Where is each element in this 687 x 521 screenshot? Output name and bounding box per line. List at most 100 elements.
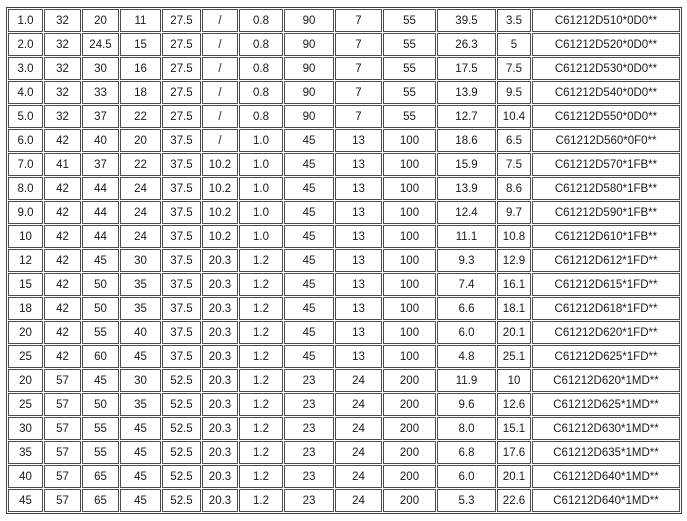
table-cell: 30 bbox=[8, 417, 43, 440]
table-cell: 23 bbox=[284, 369, 334, 392]
table-cell: 52.5 bbox=[162, 393, 201, 416]
table-cell: 32 bbox=[44, 81, 81, 104]
table-row: 45 57 65 45 52.5 20.3 1.2 23 24 200 5.3 22.6 C61212D… bbox=[8, 489, 680, 512]
table-row: 4.0 32 33 18 27.5/0.8 90 7 55 13.9 9.5 C61212D540*… bbox=[8, 81, 680, 104]
table-cell: 45 bbox=[8, 489, 43, 512]
part-number-cell: C61212D635*1MD** bbox=[532, 441, 680, 464]
table-cell: 6.0 bbox=[8, 129, 43, 152]
table-cell: / bbox=[202, 57, 238, 80]
table-cell: 52.5 bbox=[162, 441, 201, 464]
part-number-cell: C61212D625*1MD** bbox=[532, 393, 680, 416]
table-cell: 52.5 bbox=[162, 417, 201, 440]
table-cell: 20.3 bbox=[202, 441, 238, 464]
table-cell: 39.5 bbox=[437, 9, 496, 32]
table-cell: 15.1 bbox=[497, 417, 531, 440]
table-cell: 27.5 bbox=[162, 57, 201, 80]
table-cell: 1.0 bbox=[239, 153, 283, 176]
table-cell: 40 bbox=[8, 465, 43, 488]
table-cell: 1.0 bbox=[239, 177, 283, 200]
table-cell: 200 bbox=[383, 393, 436, 416]
table-cell: 18.1 bbox=[497, 297, 531, 320]
table-cell: 7.5 bbox=[497, 153, 531, 176]
table-cell: 1.0 bbox=[8, 9, 43, 32]
part-number-cell: C61212D620*1FD** bbox=[532, 321, 680, 344]
table-cell: 6.6 bbox=[437, 297, 496, 320]
part-number-cell: C61212D560*0F0** bbox=[532, 129, 680, 152]
table-cell: 8.0 bbox=[437, 417, 496, 440]
table-cell: 41 bbox=[44, 153, 81, 176]
table-cell: 45 bbox=[120, 489, 161, 512]
table-cell: 57 bbox=[44, 465, 81, 488]
table-cell: 26.3 bbox=[437, 33, 496, 56]
table-cell: 13.9 bbox=[437, 177, 496, 200]
table-cell: 100 bbox=[383, 225, 436, 248]
table-cell: 10.2 bbox=[202, 177, 238, 200]
table-cell: 10.4 bbox=[497, 105, 531, 128]
table-cell: 42 bbox=[44, 297, 81, 320]
table-row: 40 57 65 45 52.5 20.3 1.2 23 24 200 6.0 20.1 C61212D… bbox=[8, 465, 680, 488]
table-cell: 200 bbox=[383, 369, 436, 392]
table-cell: 13 bbox=[335, 249, 382, 272]
table-cell: 0.8 bbox=[239, 57, 283, 80]
table-cell: 4.8 bbox=[437, 345, 496, 368]
table-cell: 8.0 bbox=[8, 177, 43, 200]
table-cell: 13 bbox=[335, 153, 382, 176]
table-cell: 50 bbox=[82, 273, 119, 296]
table-cell: 6.0 bbox=[437, 321, 496, 344]
table-cell: 0.8 bbox=[239, 9, 283, 32]
table-cell: 52.5 bbox=[162, 369, 201, 392]
table-cell: 37.5 bbox=[162, 249, 201, 272]
table-cell: 100 bbox=[383, 321, 436, 344]
table-cell: 60 bbox=[82, 345, 119, 368]
table-cell: 0.8 bbox=[239, 33, 283, 56]
table-cell: 35 bbox=[8, 441, 43, 464]
table-cell: 35 bbox=[120, 273, 161, 296]
table-cell: 1.0 bbox=[239, 129, 283, 152]
table-cell: 90 bbox=[284, 57, 334, 80]
table-cell: 45 bbox=[120, 417, 161, 440]
table-cell: 100 bbox=[383, 177, 436, 200]
table-cell: 37.5 bbox=[162, 129, 201, 152]
table-cell: 40 bbox=[120, 321, 161, 344]
table-cell: / bbox=[202, 33, 238, 56]
table-cell: 32 bbox=[44, 9, 81, 32]
table-cell: 11.9 bbox=[437, 369, 496, 392]
table-cell: 20 bbox=[120, 129, 161, 152]
table-cell: 27.5 bbox=[162, 81, 201, 104]
table-cell: 12 bbox=[8, 249, 43, 272]
part-number-cell: C61212D580*1FB** bbox=[532, 177, 680, 200]
table-cell: 45 bbox=[284, 129, 334, 152]
table-cell: 24 bbox=[120, 225, 161, 248]
table-cell: 5.3 bbox=[437, 489, 496, 512]
table-cell: 27.5 bbox=[162, 105, 201, 128]
table-cell: 12.4 bbox=[437, 201, 496, 224]
table-cell: 55 bbox=[82, 417, 119, 440]
table-row: 25 57 50 35 52.5 20.3 1.2 23 24 200 9.6 12.6 C61212D… bbox=[8, 393, 680, 416]
table-cell: 5.0 bbox=[8, 105, 43, 128]
table-cell: 100 bbox=[383, 153, 436, 176]
table-cell: 42 bbox=[44, 345, 81, 368]
table-cell: 52.5 bbox=[162, 489, 201, 512]
table-cell: 57 bbox=[44, 393, 81, 416]
table-cell: 1.2 bbox=[239, 321, 283, 344]
table-cell: 90 bbox=[284, 81, 334, 104]
table-row: 18 42 50 35 37.5 20.3 1.2 45 13 100 6.6 18.1 C61212D… bbox=[8, 297, 680, 320]
table-cell: 55 bbox=[383, 81, 436, 104]
table-cell: 45 bbox=[120, 465, 161, 488]
table-cell: 0.8 bbox=[239, 81, 283, 104]
table-cell: 5 bbox=[497, 33, 531, 56]
table-cell: 1.2 bbox=[239, 441, 283, 464]
table-cell: 22 bbox=[120, 105, 161, 128]
table-cell: 7.5 bbox=[497, 57, 531, 80]
table-cell: 24 bbox=[335, 465, 382, 488]
table-cell: 18 bbox=[120, 81, 161, 104]
table-cell: 13 bbox=[335, 225, 382, 248]
table-cell: 44 bbox=[82, 201, 119, 224]
part-number-cell: C61212D610*1FB** bbox=[532, 225, 680, 248]
table-cell: 13 bbox=[335, 297, 382, 320]
table-cell: 42 bbox=[44, 225, 81, 248]
table-cell: 23 bbox=[284, 489, 334, 512]
table-cell: 25 bbox=[8, 393, 43, 416]
table-cell: 37.5 bbox=[162, 177, 201, 200]
part-number-cell: C61212D630*1MD** bbox=[532, 417, 680, 440]
